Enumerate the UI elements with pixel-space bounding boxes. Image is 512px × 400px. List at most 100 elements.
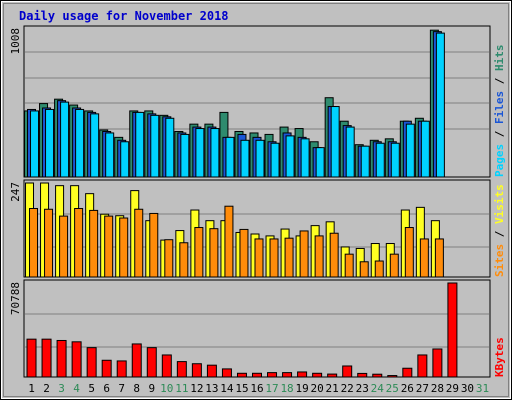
bar-hits_files_pages-pages-day-7 — [120, 141, 130, 178]
day-label-1: 1 — [28, 382, 35, 395]
legend-kbytes: KBytes — [493, 337, 506, 377]
day-label-14: 14 — [220, 382, 234, 395]
bar-kbytes-kbytes-day-1 — [26, 338, 37, 378]
bar-hits_files_pages-pages-day-6 — [105, 132, 115, 178]
bar-hits_files_pages-pages-day-12 — [195, 128, 205, 178]
bar-kbytes-kbytes-day-19 — [297, 371, 308, 378]
day-label-2: 2 — [43, 382, 50, 395]
bar-hits_files_pages-pages-day-15 — [240, 139, 250, 178]
bar-hits_files_pages-pages-day-21 — [330, 106, 340, 178]
bar-hits_files_pages-pages-day-11 — [180, 133, 190, 178]
day-label-11: 11 — [175, 382, 188, 395]
legend-entry-sites: Sites — [493, 244, 506, 277]
bar-visits_sites-sites-day-1 — [29, 207, 39, 278]
day-label-21: 21 — [326, 382, 339, 395]
ymax-label-visits_sites: 247 — [9, 182, 22, 202]
bar-kbytes-kbytes-day-29 — [447, 282, 458, 378]
bar-visits_sites-sites-day-2 — [44, 208, 54, 278]
bar-kbytes-kbytes-day-2 — [41, 338, 52, 378]
outer-bevel-dark — [3, 3, 509, 397]
bar-kbytes-kbytes-day-3 — [56, 339, 67, 378]
day-label-7: 7 — [118, 382, 125, 395]
bar-kbytes-kbytes-day-24 — [372, 373, 383, 378]
bar-hits_files_pages-pages-day-20 — [315, 147, 325, 178]
bar-kbytes-kbytes-day-21 — [327, 373, 338, 378]
bar-kbytes-kbytes-day-20 — [312, 372, 323, 378]
bar-kbytes-kbytes-day-23 — [357, 372, 368, 378]
day-label-9: 9 — [148, 382, 155, 395]
bar-visits_sites-sites-day-18 — [284, 237, 294, 278]
bar-hits_files_pages-pages-day-8 — [135, 111, 145, 178]
day-label-24: 24 — [371, 382, 385, 395]
bar-kbytes-kbytes-day-7 — [116, 360, 127, 378]
day-label-27: 27 — [416, 382, 429, 395]
bar-hits_files_pages-pages-day-16 — [255, 139, 265, 178]
bar-kbytes-kbytes-day-5 — [86, 347, 97, 378]
bar-hits_files_pages-pages-day-1 — [30, 110, 40, 178]
bar-kbytes-kbytes-day-17 — [267, 372, 278, 378]
bar-hits_files_pages-pages-day-23 — [360, 145, 370, 178]
bar-kbytes-kbytes-day-8 — [131, 343, 142, 378]
day-label-31: 31 — [476, 382, 489, 395]
legend-entry-visits: Visits — [493, 184, 506, 224]
bar-hits_files_pages-pages-day-22 — [345, 126, 355, 178]
day-label-13: 13 — [205, 382, 218, 395]
bar-visits_sites-sites-day-6 — [104, 215, 114, 278]
bar-visits_sites-sites-day-28 — [434, 238, 444, 278]
legend-separator: / — [493, 224, 506, 244]
bar-visits_sites-sites-day-10 — [164, 239, 174, 278]
legend-entry-kbytes: KBytes — [493, 337, 506, 377]
bar-kbytes-kbytes-day-10 — [161, 354, 172, 378]
bar-kbytes-kbytes-day-18 — [282, 372, 293, 378]
day-label-20: 20 — [311, 382, 324, 395]
bar-kbytes-kbytes-day-25 — [387, 375, 398, 378]
bar-hits_files_pages-pages-day-18 — [285, 135, 295, 178]
bar-hits_files_pages-pages-day-14 — [225, 136, 235, 178]
bar-visits_sites-sites-day-12 — [194, 227, 204, 278]
bar-kbytes-kbytes-day-14 — [221, 368, 232, 378]
day-label-8: 8 — [133, 382, 140, 395]
bar-visits_sites-sites-day-25 — [389, 253, 399, 278]
day-label-29: 29 — [446, 382, 459, 395]
day-label-15: 15 — [235, 382, 248, 395]
day-label-30: 30 — [461, 382, 474, 395]
day-label-19: 19 — [295, 382, 308, 395]
day-label-17: 17 — [265, 382, 278, 395]
legend-visits_sites: Sites / Visits — [493, 184, 506, 277]
bar-hits_files_pages-pages-day-24 — [375, 142, 385, 178]
bar-kbytes-kbytes-day-28 — [432, 348, 443, 378]
bar-visits_sites-sites-day-22 — [344, 253, 354, 278]
bar-hits_files_pages-pages-day-2 — [45, 108, 55, 178]
day-label-5: 5 — [88, 382, 95, 395]
bar-visits_sites-sites-day-20 — [314, 235, 324, 278]
day-label-23: 23 — [356, 382, 369, 395]
legend-separator: / — [493, 71, 506, 91]
day-label-10: 10 — [160, 382, 173, 395]
panel-kbytes — [23, 279, 491, 378]
bar-kbytes-kbytes-day-11 — [176, 361, 187, 378]
legend-separator: / — [493, 124, 506, 144]
bar-kbytes-kbytes-day-27 — [417, 354, 428, 378]
bar-kbytes-kbytes-day-4 — [71, 341, 82, 378]
bar-hits_files_pages-pages-day-17 — [270, 142, 280, 178]
bar-visits_sites-sites-day-8 — [134, 208, 144, 278]
bar-visits_sites-sites-day-5 — [89, 209, 99, 278]
day-label-22: 22 — [341, 382, 354, 395]
day-label-3: 3 — [58, 382, 65, 395]
bar-visits_sites-sites-day-26 — [404, 227, 414, 278]
bar-kbytes-kbytes-day-12 — [191, 363, 202, 378]
bar-visits_sites-sites-day-23 — [359, 261, 369, 278]
bar-visits_sites-sites-day-13 — [209, 228, 219, 278]
bar-visits_sites-sites-day-21 — [329, 232, 339, 278]
bar-kbytes-kbytes-day-13 — [206, 364, 217, 378]
bar-visits_sites-sites-day-7 — [119, 217, 129, 278]
bar-visits_sites-sites-day-14 — [224, 205, 234, 278]
legend-entry-hits: Hits — [493, 45, 506, 72]
bar-visits_sites-sites-day-4 — [74, 207, 84, 278]
bar-hits_files_pages-pages-day-26 — [405, 123, 415, 178]
bar-kbytes-kbytes-day-26 — [402, 367, 413, 378]
day-label-16: 16 — [250, 382, 263, 395]
bar-hits_files_pages-pages-day-10 — [165, 117, 175, 178]
bar-kbytes-kbytes-day-6 — [101, 359, 112, 378]
